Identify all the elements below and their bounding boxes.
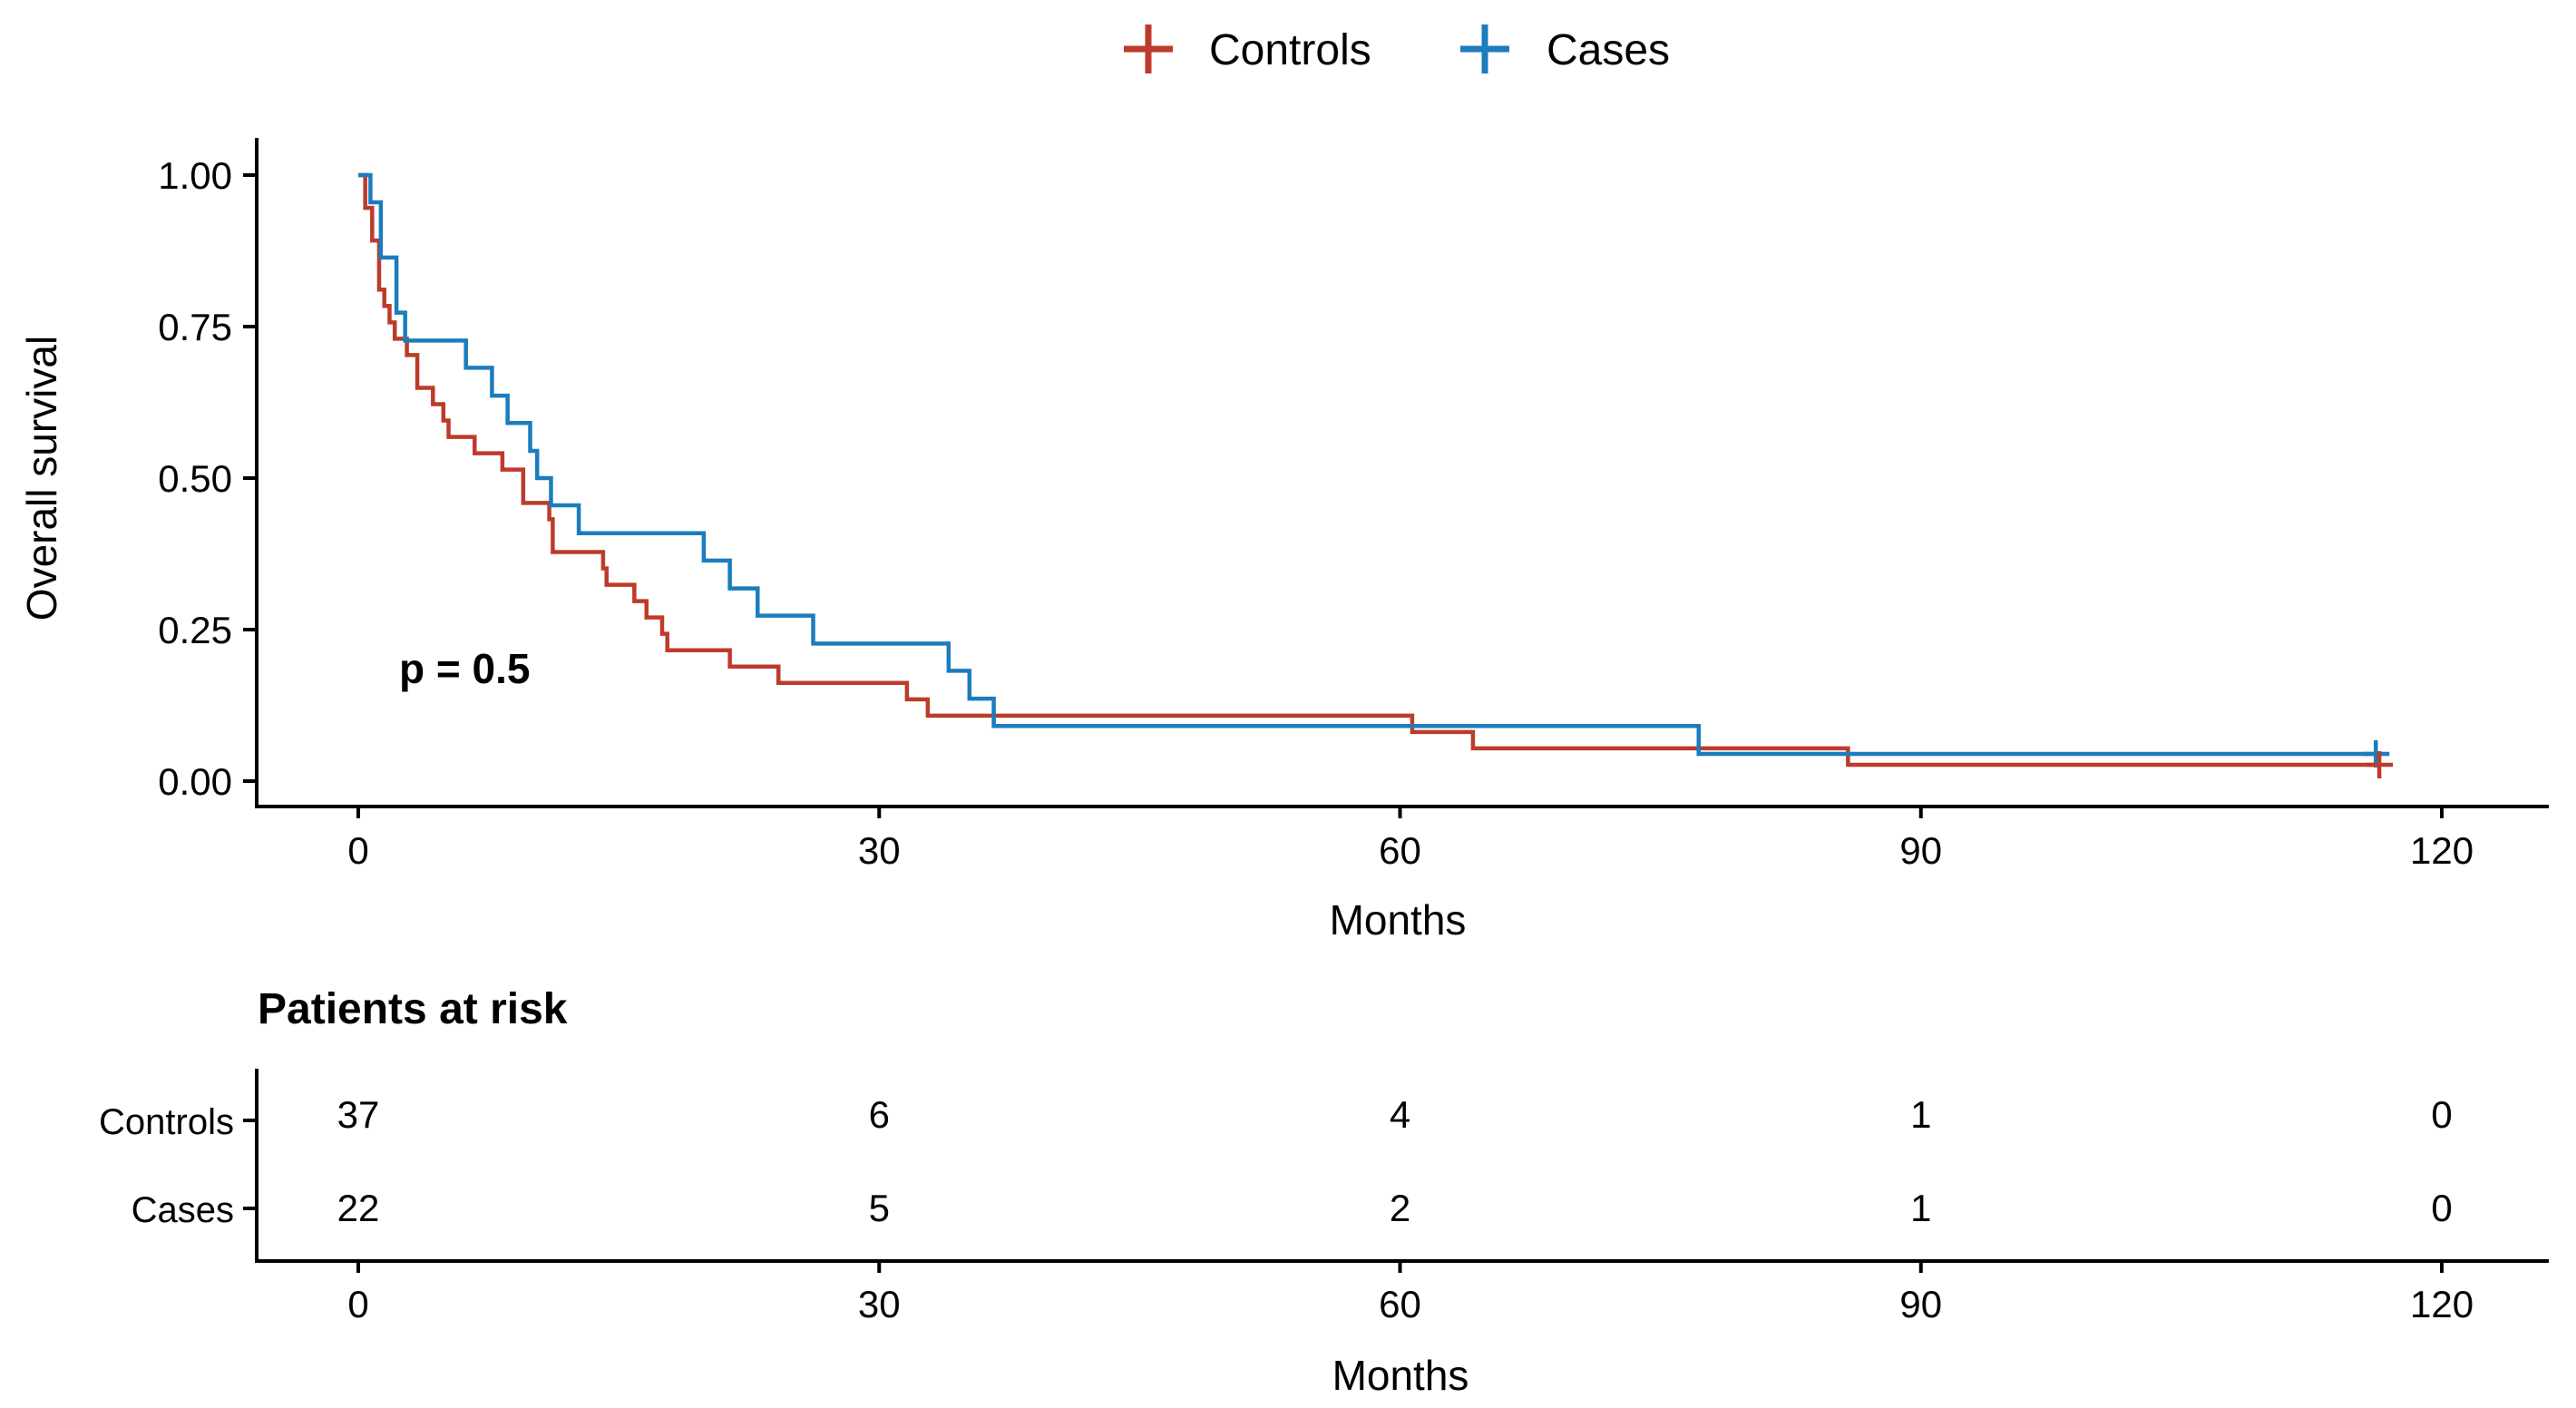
risk-count: 5 — [869, 1187, 890, 1229]
x-axis-title: Months — [1330, 896, 1467, 944]
plot-axes: 0.00 0.25 0.50 0.75 1.00 0 30 60 90 120 — [158, 138, 2549, 872]
x-tick-label: 90 — [1899, 829, 1942, 872]
p-value-annotation: p = 0.5 — [399, 645, 530, 692]
risk-row-label-controls: Controls — [99, 1102, 234, 1142]
risk-count: 4 — [1390, 1093, 1410, 1136]
risk-x-tick-label: 60 — [1379, 1283, 1421, 1325]
risk-table-graphics: Controls 37 6 4 1 0 Cases 22 5 2 1 0 0 30 60 90 120 — [99, 1069, 2549, 1325]
cases-plus-icon — [1460, 24, 1509, 73]
y-tick-label: 0.50 — [158, 457, 232, 500]
legend-label-cases: Cases — [1547, 26, 1670, 74]
y-tick-label: 0.25 — [158, 609, 232, 651]
risk-count: 6 — [869, 1093, 890, 1136]
survival-curve-controls — [358, 172, 2380, 768]
risk-count: 37 — [337, 1093, 380, 1136]
risk-x-tick-label: 120 — [2410, 1283, 2474, 1325]
x-tick-label: 120 — [2410, 829, 2474, 872]
survival-curve-cases — [358, 172, 2376, 757]
controls-plus-icon — [1124, 24, 1173, 73]
risk-count: 2 — [1390, 1187, 1410, 1229]
survival-curves — [358, 172, 2394, 778]
plot-axis-lines — [255, 138, 2549, 808]
x-tick-label: 60 — [1379, 829, 1421, 872]
risk-x-tick-label: 0 — [347, 1283, 368, 1325]
risk-row-label-cases: Cases — [132, 1190, 234, 1230]
x-tick-label: 30 — [858, 829, 901, 872]
risk-table-title: Patients at risk — [258, 985, 568, 1033]
y-tick-label: 0.00 — [158, 760, 232, 803]
risk-count: 0 — [2431, 1187, 2452, 1229]
x-tick-label: 0 — [347, 829, 368, 872]
risk-axis-lines — [255, 1069, 2549, 1263]
risk-table-x-axis-title: Months — [1332, 1352, 1469, 1399]
legend-markers — [1124, 24, 1509, 73]
censor-mark-controls — [2366, 750, 2394, 778]
y-tick-label: 0.75 — [158, 306, 232, 348]
y-tick-label: 1.00 — [158, 154, 232, 197]
legend-label-controls: Controls — [1209, 26, 1371, 74]
risk-x-tick-label: 30 — [858, 1283, 901, 1325]
risk-count: 0 — [2431, 1093, 2452, 1136]
risk-count: 1 — [1910, 1093, 1931, 1136]
risk-count: 22 — [337, 1187, 380, 1229]
y-axis-title: Overall survival — [18, 336, 65, 621]
risk-count: 1 — [1910, 1187, 1931, 1229]
risk-x-tick-label: 90 — [1899, 1283, 1942, 1325]
